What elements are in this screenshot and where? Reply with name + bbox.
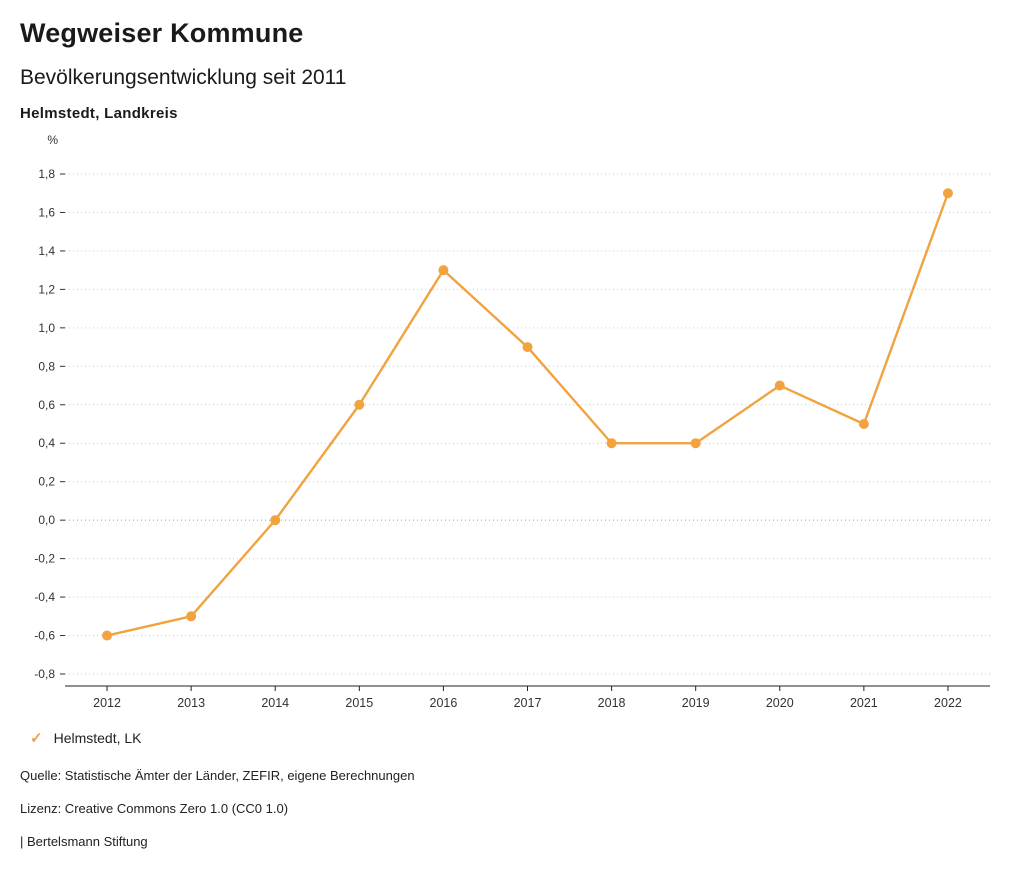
svg-text:0,2: 0,2 xyxy=(38,475,55,489)
source-text: Quelle: Statistische Ämter der Länder, Z… xyxy=(20,768,415,783)
legend-label: Helmstedt, LK xyxy=(53,730,142,746)
y-axis-labels: 1,8 1,6 1,4 1,2 1,0 0,8 0,6 0,4 0,2 0,0 -0,2 -0,4 -0… xyxy=(34,167,55,681)
svg-text:2017: 2017 xyxy=(514,696,542,710)
data-point[interactable] xyxy=(858,419,869,429)
chart-title: Bevölkerungsentwicklung seit 2011 xyxy=(20,66,347,89)
population-line-chart: 1,8 1,6 1,4 1,2 1,0 0,8 0,6 0,4 0,2 0,0 -0,2 -0,4 -0… xyxy=(34,133,990,710)
x-axis-labels: 2012 2013 2014 2015 2016 2017 2018 2019 2020 2021… xyxy=(93,686,962,710)
data-point[interactable] xyxy=(102,630,113,641)
svg-text:1,8: 1,8 xyxy=(38,167,55,181)
svg-text:2022: 2022 xyxy=(934,696,962,710)
brand-title: Wegweiser Kommune xyxy=(20,18,304,48)
location-label: Helmstedt, Landkreis xyxy=(20,105,178,122)
data-point[interactable] xyxy=(606,438,617,449)
svg-text:2012: 2012 xyxy=(93,696,121,710)
chart-header: Wegweiser Kommune Bevölkerungsentwicklun… xyxy=(0,0,1024,122)
svg-text:2019: 2019 xyxy=(682,696,710,710)
svg-text:2018: 2018 xyxy=(598,696,626,710)
data-point[interactable] xyxy=(438,265,449,276)
svg-text:0,4: 0,4 xyxy=(38,436,55,450)
data-point[interactable] xyxy=(774,380,785,391)
svg-text:0,0: 0,0 xyxy=(38,513,55,527)
svg-text:2020: 2020 xyxy=(766,696,794,710)
svg-text:2013: 2013 xyxy=(177,696,205,710)
svg-text:2015: 2015 xyxy=(345,696,373,710)
svg-text:-0,2: -0,2 xyxy=(34,552,55,566)
svg-text:-0,8: -0,8 xyxy=(34,667,55,681)
svg-text:1,6: 1,6 xyxy=(38,205,55,219)
svg-text:2014: 2014 xyxy=(261,696,289,710)
data-point[interactable] xyxy=(186,611,197,622)
data-point[interactable] xyxy=(942,188,953,199)
chart-footer: Quelle: Statistische Ämter der Länder, Z… xyxy=(0,746,1024,849)
svg-text:0,8: 0,8 xyxy=(38,359,55,373)
svg-text:0,6: 0,6 xyxy=(38,398,55,412)
svg-text:1,2: 1,2 xyxy=(38,282,55,296)
data-point[interactable] xyxy=(690,438,701,449)
y-axis-unit: % xyxy=(47,133,58,147)
attribution-text: | Bertelsmann Stiftung xyxy=(20,834,148,849)
legend-item-helmstedt[interactable]: ✓ Helmstedt, LK xyxy=(30,730,142,746)
svg-text:1,4: 1,4 xyxy=(38,244,55,258)
check-icon: ✓ xyxy=(30,729,43,747)
series-line xyxy=(105,192,950,637)
chart-area: 1,8 1,6 1,4 1,2 1,0 0,8 0,6 0,4 0,2 0,0 -0,2 -0,4 -0… xyxy=(0,126,1024,716)
svg-text:2016: 2016 xyxy=(430,696,458,710)
svg-text:-0,6: -0,6 xyxy=(34,629,55,643)
data-point[interactable] xyxy=(354,399,365,410)
data-point[interactable] xyxy=(270,515,281,526)
license-text: Lizenz: Creative Commons Zero 1.0 (CC0 1… xyxy=(20,801,289,816)
svg-text:1,0: 1,0 xyxy=(38,321,55,335)
svg-text:2021: 2021 xyxy=(850,696,878,710)
gridlines xyxy=(60,173,990,675)
data-point[interactable] xyxy=(522,342,533,353)
svg-text:-0,4: -0,4 xyxy=(34,590,55,604)
